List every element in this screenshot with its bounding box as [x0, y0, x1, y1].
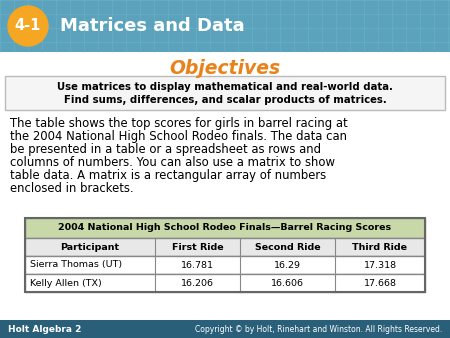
Bar [25, 218, 425, 292]
Bar [25, 238, 425, 256]
Text: table data. A matrix is a rectangular array of numbers: table data. A matrix is a rectangular ar… [10, 169, 326, 182]
Text: Matrices and Data: Matrices and Data [60, 17, 245, 35]
Circle shape [8, 6, 48, 46]
Bar [0, 0, 450, 52]
Text: be presented in a table or a spreadsheet as rows and: be presented in a table or a spreadsheet… [10, 143, 321, 156]
Text: Participant: Participant [60, 242, 120, 251]
Text: the 2004 National High School Rodeo finals. The data can: the 2004 National High School Rodeo fina… [10, 130, 347, 143]
Bar [5, 76, 445, 110]
Text: 16.781: 16.781 [181, 261, 214, 269]
Text: The table shows the top scores for girls in barrel racing at: The table shows the top scores for girls… [10, 117, 347, 129]
Text: Objectives: Objectives [170, 59, 280, 78]
Bar [25, 274, 425, 292]
Text: Sierra Thomas (UT): Sierra Thomas (UT) [30, 261, 122, 269]
Text: First Ride: First Ride [172, 242, 223, 251]
Text: Copyright © by Holt, Rinehart and Winston. All Rights Reserved.: Copyright © by Holt, Rinehart and Winsto… [195, 324, 442, 334]
Text: Kelly Allen (TX): Kelly Allen (TX) [30, 279, 102, 288]
Bar [0, 52, 450, 322]
Text: Third Ride: Third Ride [352, 242, 408, 251]
Text: Holt Algebra 2: Holt Algebra 2 [8, 324, 81, 334]
Text: 16.206: 16.206 [181, 279, 214, 288]
Text: 2004 National High School Rodeo Finals—Barrel Racing Scores: 2004 National High School Rodeo Finals—B… [58, 223, 392, 233]
Text: Second Ride: Second Ride [255, 242, 320, 251]
Text: 17.318: 17.318 [364, 261, 396, 269]
Bar [25, 218, 425, 238]
Bar [25, 256, 425, 274]
Text: Find sums, differences, and scalar products of matrices.: Find sums, differences, and scalar produ… [63, 95, 387, 105]
Text: 17.668: 17.668 [364, 279, 396, 288]
Text: columns of numbers. You can also use a matrix to show: columns of numbers. You can also use a m… [10, 156, 335, 169]
Bar [0, 320, 450, 338]
Text: 16.606: 16.606 [271, 279, 304, 288]
Text: Use matrices to display mathematical and real-world data.: Use matrices to display mathematical and… [57, 82, 393, 92]
Text: 16.29: 16.29 [274, 261, 301, 269]
Text: enclosed in brackets.: enclosed in brackets. [10, 183, 134, 195]
Text: 4-1: 4-1 [15, 19, 41, 33]
